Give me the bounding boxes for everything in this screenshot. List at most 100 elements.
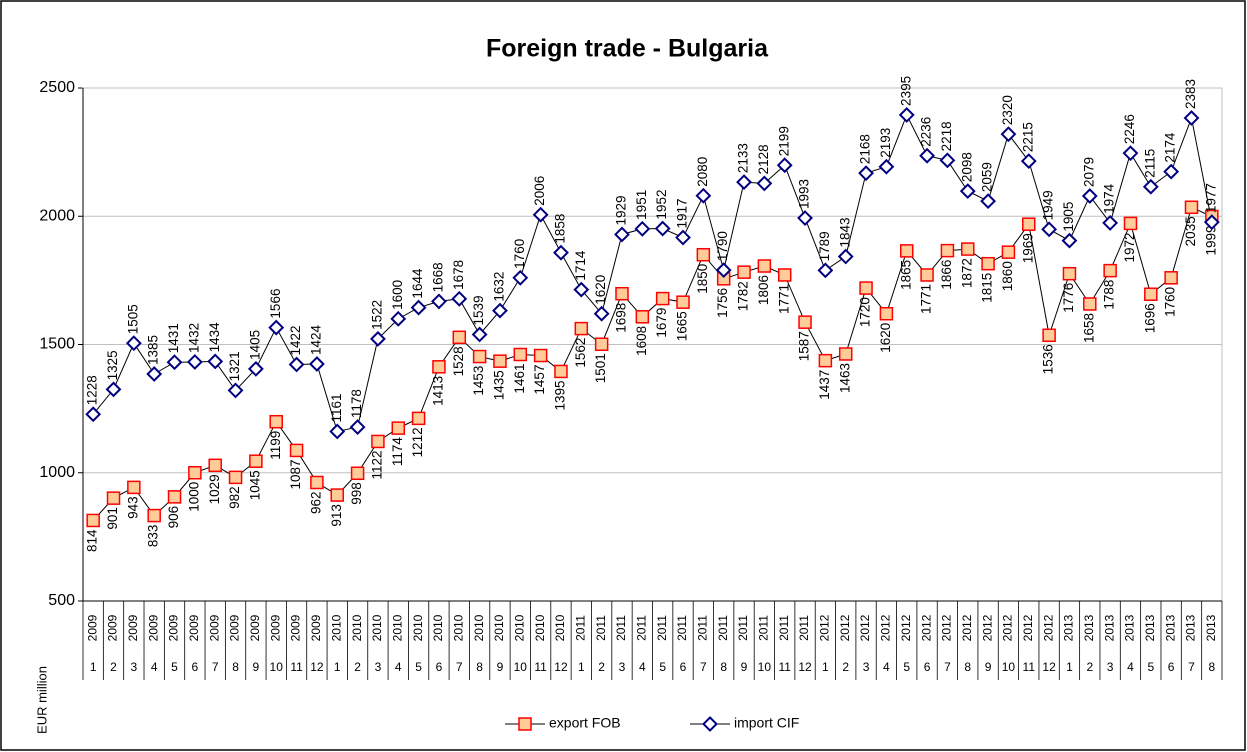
data-point [1144, 287, 1158, 301]
data-label: 1771 [919, 284, 934, 314]
data-point [675, 229, 691, 246]
data-point [554, 364, 568, 379]
x-tick-label: 8 [232, 660, 239, 674]
data-point [939, 152, 956, 169]
data-point [167, 490, 182, 504]
data-point [1203, 214, 1220, 231]
x-year-label: 2013 [1082, 614, 1096, 641]
x-tick-label: 11 [778, 660, 791, 674]
data-label: 1405 [247, 330, 262, 360]
data-label: 1850 [695, 264, 710, 294]
data-point [1022, 217, 1036, 231]
x-tick-label: 2 [110, 660, 117, 674]
x-year-label: 2012 [1001, 614, 1015, 641]
data-label: 1045 [247, 470, 262, 500]
data-point [147, 508, 161, 523]
x-tick-label: 4 [395, 660, 402, 674]
data-label: 1385 [146, 335, 161, 365]
x-tick-label: 4 [639, 660, 646, 674]
data-point [655, 291, 670, 306]
data-label: 1696 [1142, 303, 1157, 333]
x-tick-label: 1 [334, 660, 341, 674]
data-point [756, 175, 773, 192]
data-label: 2215 [1020, 122, 1035, 152]
x-tick-label: 9 [497, 660, 504, 674]
data-label: 1539 [471, 295, 486, 325]
data-point [553, 244, 569, 261]
data-point [614, 226, 630, 243]
x-tick-label: 7 [944, 660, 951, 674]
data-point [797, 210, 813, 226]
x-year-label: 2013 [1163, 614, 1177, 641]
x-year-label: 2013 [1062, 614, 1076, 641]
x-tick-label: 7 [1188, 660, 1195, 674]
x-tick-label: 11 [534, 660, 547, 674]
data-label: 1174 [390, 437, 405, 467]
data-label: 1435 [492, 370, 507, 400]
x-tick-label: 8 [1208, 660, 1215, 674]
x-year-label: 2011 [655, 615, 669, 641]
x-tick-label: 8 [964, 660, 971, 674]
x-year-label: 2010 [492, 614, 506, 641]
data-point [737, 265, 751, 279]
data-point [330, 488, 344, 502]
data-label: 1760 [1163, 287, 1178, 317]
data-point [1103, 263, 1117, 278]
y-tick-label: 1000 [39, 464, 75, 481]
data-point [146, 366, 163, 382]
data-label: 1632 [492, 272, 507, 302]
x-tick-label: 10 [1002, 660, 1016, 674]
x-tick-label: 5 [415, 660, 422, 674]
x-tick-label: 2 [842, 660, 849, 674]
data-point [493, 354, 507, 368]
data-point [859, 281, 873, 295]
x-tick-label: 12 [554, 660, 568, 674]
x-year-label: 2012 [838, 614, 852, 641]
x-year-label: 2009 [146, 614, 160, 641]
data-point [1123, 216, 1138, 231]
data-point [186, 354, 203, 370]
data-label: 2174 [1163, 132, 1178, 163]
x-year-label: 2011 [736, 615, 750, 641]
y-tick-label: 1500 [39, 336, 75, 353]
x-year-label: 2011 [777, 615, 791, 641]
data-point [879, 306, 894, 321]
data-label: 1668 [431, 262, 446, 292]
data-label: 2080 [695, 157, 710, 187]
data-label: 1536 [1041, 344, 1056, 374]
data-point [432, 360, 446, 374]
x-year-label: 2013 [1184, 614, 1198, 641]
data-point [817, 262, 834, 279]
data-point [695, 187, 712, 204]
x-year-label: 2010 [390, 614, 404, 641]
data-point [919, 147, 935, 164]
data-label: 1806 [756, 275, 771, 305]
data-point [898, 107, 915, 123]
data-label: 2098 [959, 152, 974, 182]
data-point [228, 470, 243, 485]
legend-marker [702, 716, 718, 732]
data-point [350, 466, 365, 481]
data-point [390, 310, 407, 327]
x-tick-label: 11 [290, 660, 303, 674]
x-year-label: 2009 [187, 614, 201, 641]
data-point [207, 353, 224, 370]
data-label: 1321 [227, 351, 242, 381]
data-point [940, 243, 955, 258]
data-point [878, 158, 895, 175]
data-label: 1788 [1102, 280, 1117, 310]
data-label: 2320 [1000, 95, 1015, 125]
data-point [574, 321, 589, 336]
data-label: 1178 [349, 389, 364, 418]
legend-label: export FOB [549, 715, 621, 731]
x-year-label: 2010 [370, 614, 384, 641]
x-tick-label: 10 [270, 660, 284, 674]
data-point [980, 193, 997, 210]
data-label: 1678 [451, 260, 466, 290]
x-year-label: 2011 [716, 615, 730, 641]
data-label: 1977 [1203, 183, 1218, 213]
x-year-label: 2010 [431, 614, 445, 641]
data-point [594, 337, 609, 351]
